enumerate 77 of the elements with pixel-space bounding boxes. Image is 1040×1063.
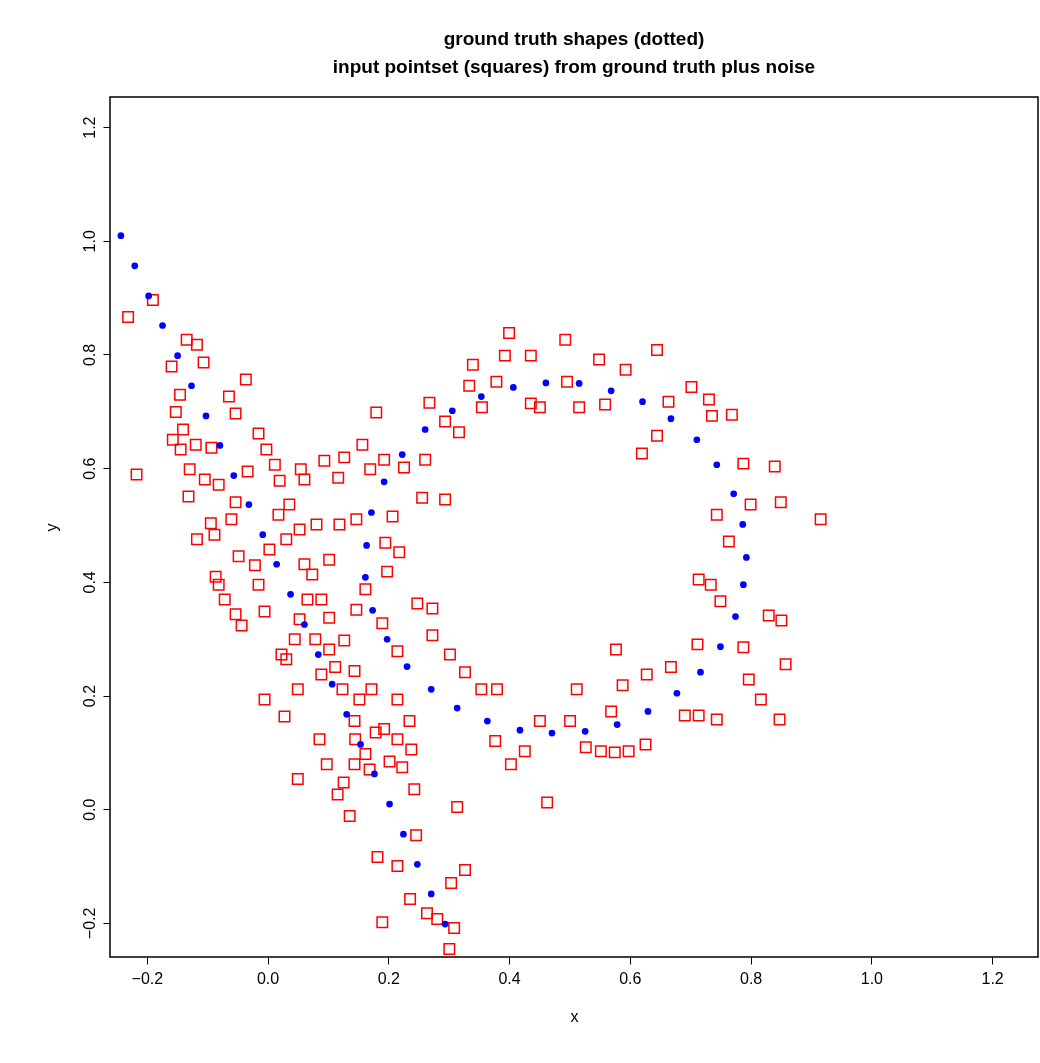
- x-tick-label: −0.2: [131, 969, 164, 987]
- y-tick-label: 1.2: [80, 116, 98, 139]
- point: [542, 379, 550, 387]
- point: [427, 890, 435, 898]
- point: [159, 322, 166, 329]
- point: [477, 393, 485, 400]
- point: [131, 262, 139, 270]
- point: [328, 680, 336, 688]
- point: [717, 643, 724, 650]
- point: [413, 861, 421, 868]
- point: [301, 621, 308, 628]
- point: [259, 531, 267, 539]
- point: [453, 704, 461, 712]
- x-tick-label: 0.8: [739, 969, 763, 987]
- y-tick-label: 0.6: [80, 457, 98, 480]
- point: [357, 741, 364, 748]
- point: [740, 581, 747, 589]
- point: [713, 461, 721, 469]
- y-tick-label: 1.0: [80, 230, 98, 253]
- point: [245, 501, 253, 508]
- point: [363, 542, 370, 549]
- point: [581, 727, 589, 735]
- point: [448, 407, 456, 415]
- y-tick-label: 0.2: [80, 684, 98, 708]
- x-tick-label: 0.4: [498, 969, 521, 987]
- point: [441, 920, 449, 928]
- point: [403, 663, 411, 670]
- point: [697, 668, 704, 676]
- point: [516, 726, 524, 734]
- x-tick-label: 0.2: [377, 969, 401, 987]
- point: [230, 472, 238, 479]
- y-tick-label: 0.0: [80, 798, 98, 821]
- point: [732, 613, 739, 620]
- x-tick-label: 0.0: [256, 969, 280, 987]
- point: [739, 521, 747, 528]
- point: [287, 591, 294, 598]
- point: [383, 635, 391, 643]
- point: [548, 729, 556, 737]
- x-tick-label: 1.2: [981, 969, 1004, 987]
- point: [667, 415, 675, 423]
- point: [639, 398, 646, 406]
- point: [730, 490, 738, 498]
- point: [362, 573, 369, 581]
- point: [369, 606, 376, 614]
- point: [400, 830, 407, 838]
- x-tick-label: 0.6: [619, 969, 642, 987]
- point: [216, 442, 224, 449]
- point: [673, 689, 681, 697]
- point: [188, 382, 195, 390]
- point: [343, 710, 351, 718]
- point: [174, 352, 181, 359]
- point: [314, 651, 322, 658]
- point: [607, 387, 615, 395]
- point: [743, 554, 750, 561]
- point: [273, 560, 280, 568]
- point: [380, 478, 388, 486]
- x-axis-title: x: [570, 1007, 579, 1025]
- point: [575, 380, 583, 387]
- point: [386, 800, 393, 808]
- y-tick-label: 0.4: [80, 571, 98, 594]
- point: [693, 436, 701, 444]
- point: [202, 412, 210, 420]
- point: [484, 717, 491, 725]
- y-tick-label: 0.8: [80, 343, 98, 367]
- point: [117, 232, 125, 240]
- point: [644, 708, 652, 715]
- chart-title: ground truth shapes (dotted) input pointset (squares) from ground truth plus noise: [332, 28, 816, 77]
- point: [427, 685, 435, 693]
- point: [613, 721, 621, 728]
- y-tick-label: −0.2: [80, 907, 98, 940]
- point: [421, 426, 429, 433]
- point: [368, 509, 375, 516]
- y-axis-title: y: [42, 523, 60, 532]
- x-tick-label: 1.0: [860, 969, 884, 987]
- point: [509, 384, 517, 391]
- point: [398, 451, 406, 458]
- point: [371, 770, 378, 778]
